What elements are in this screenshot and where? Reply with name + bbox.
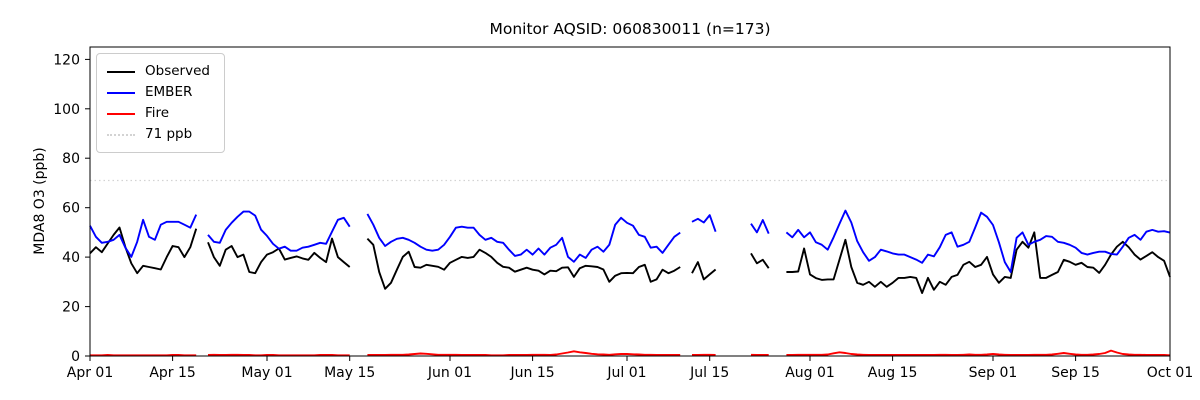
x-tick-label: May 15 [324, 365, 375, 381]
y-tick-label: 80 [62, 151, 80, 167]
y-axis-label: MDA8 O3 (ppb) [32, 147, 48, 255]
legend-label: Observed [145, 62, 210, 79]
x-tick-label: Jun 01 [427, 365, 472, 381]
y-tick-label: 40 [62, 250, 80, 266]
x-tick-label: Jun 15 [510, 365, 555, 381]
legend-item-fire: Fire [107, 103, 210, 124]
x-tick-label: Jul 15 [689, 365, 729, 381]
y-tick-label: 120 [53, 52, 80, 68]
x-tick-label: Sep 01 [969, 365, 1018, 381]
legend-line-sample [107, 112, 135, 115]
legend-item-observed: Observed [107, 61, 210, 82]
chart-title: Monitor AQSID: 060830011 (n=173) [489, 20, 770, 38]
legend-item-ember: EMBER [107, 82, 210, 103]
y-tick-label: 0 [71, 349, 80, 365]
ember-line [89, 209, 1171, 273]
y-tick-label: 20 [62, 300, 80, 316]
x-tick-label: May 01 [241, 365, 292, 381]
x-tick-label: Jul 01 [606, 365, 646, 381]
x-tick-label: Apr 15 [149, 365, 195, 381]
x-tick-label: Oct 01 [1147, 365, 1193, 381]
y-tick-label: 100 [53, 102, 80, 118]
x-tick-label: Aug 01 [785, 365, 835, 381]
plot-area: Apr 01 Apr 15 May 01 May 15 Jun 01 Jun 15 Jul … [53, 46, 1193, 381]
legend: Observed EMBER Fire 71 ppb [96, 53, 225, 153]
x-tick-label: Aug 15 [868, 365, 918, 381]
x-tick-label: Sep 15 [1051, 365, 1100, 381]
legend-line-sample [107, 91, 135, 94]
observed-line [89, 226, 1171, 294]
plot-border [89, 46, 1171, 357]
legend-item-71-ppb: 71 ppb [107, 124, 210, 145]
y-tick-label: 60 [62, 201, 80, 217]
legend-label: EMBER [145, 83, 193, 100]
legend-line-sample [107, 133, 135, 136]
fire-line [90, 349, 1171, 357]
x-tick-label: Apr 01 [67, 365, 113, 381]
legend-label: 71 ppb [145, 125, 193, 142]
legend-label: Fire [145, 104, 170, 121]
legend-line-sample [107, 70, 135, 73]
